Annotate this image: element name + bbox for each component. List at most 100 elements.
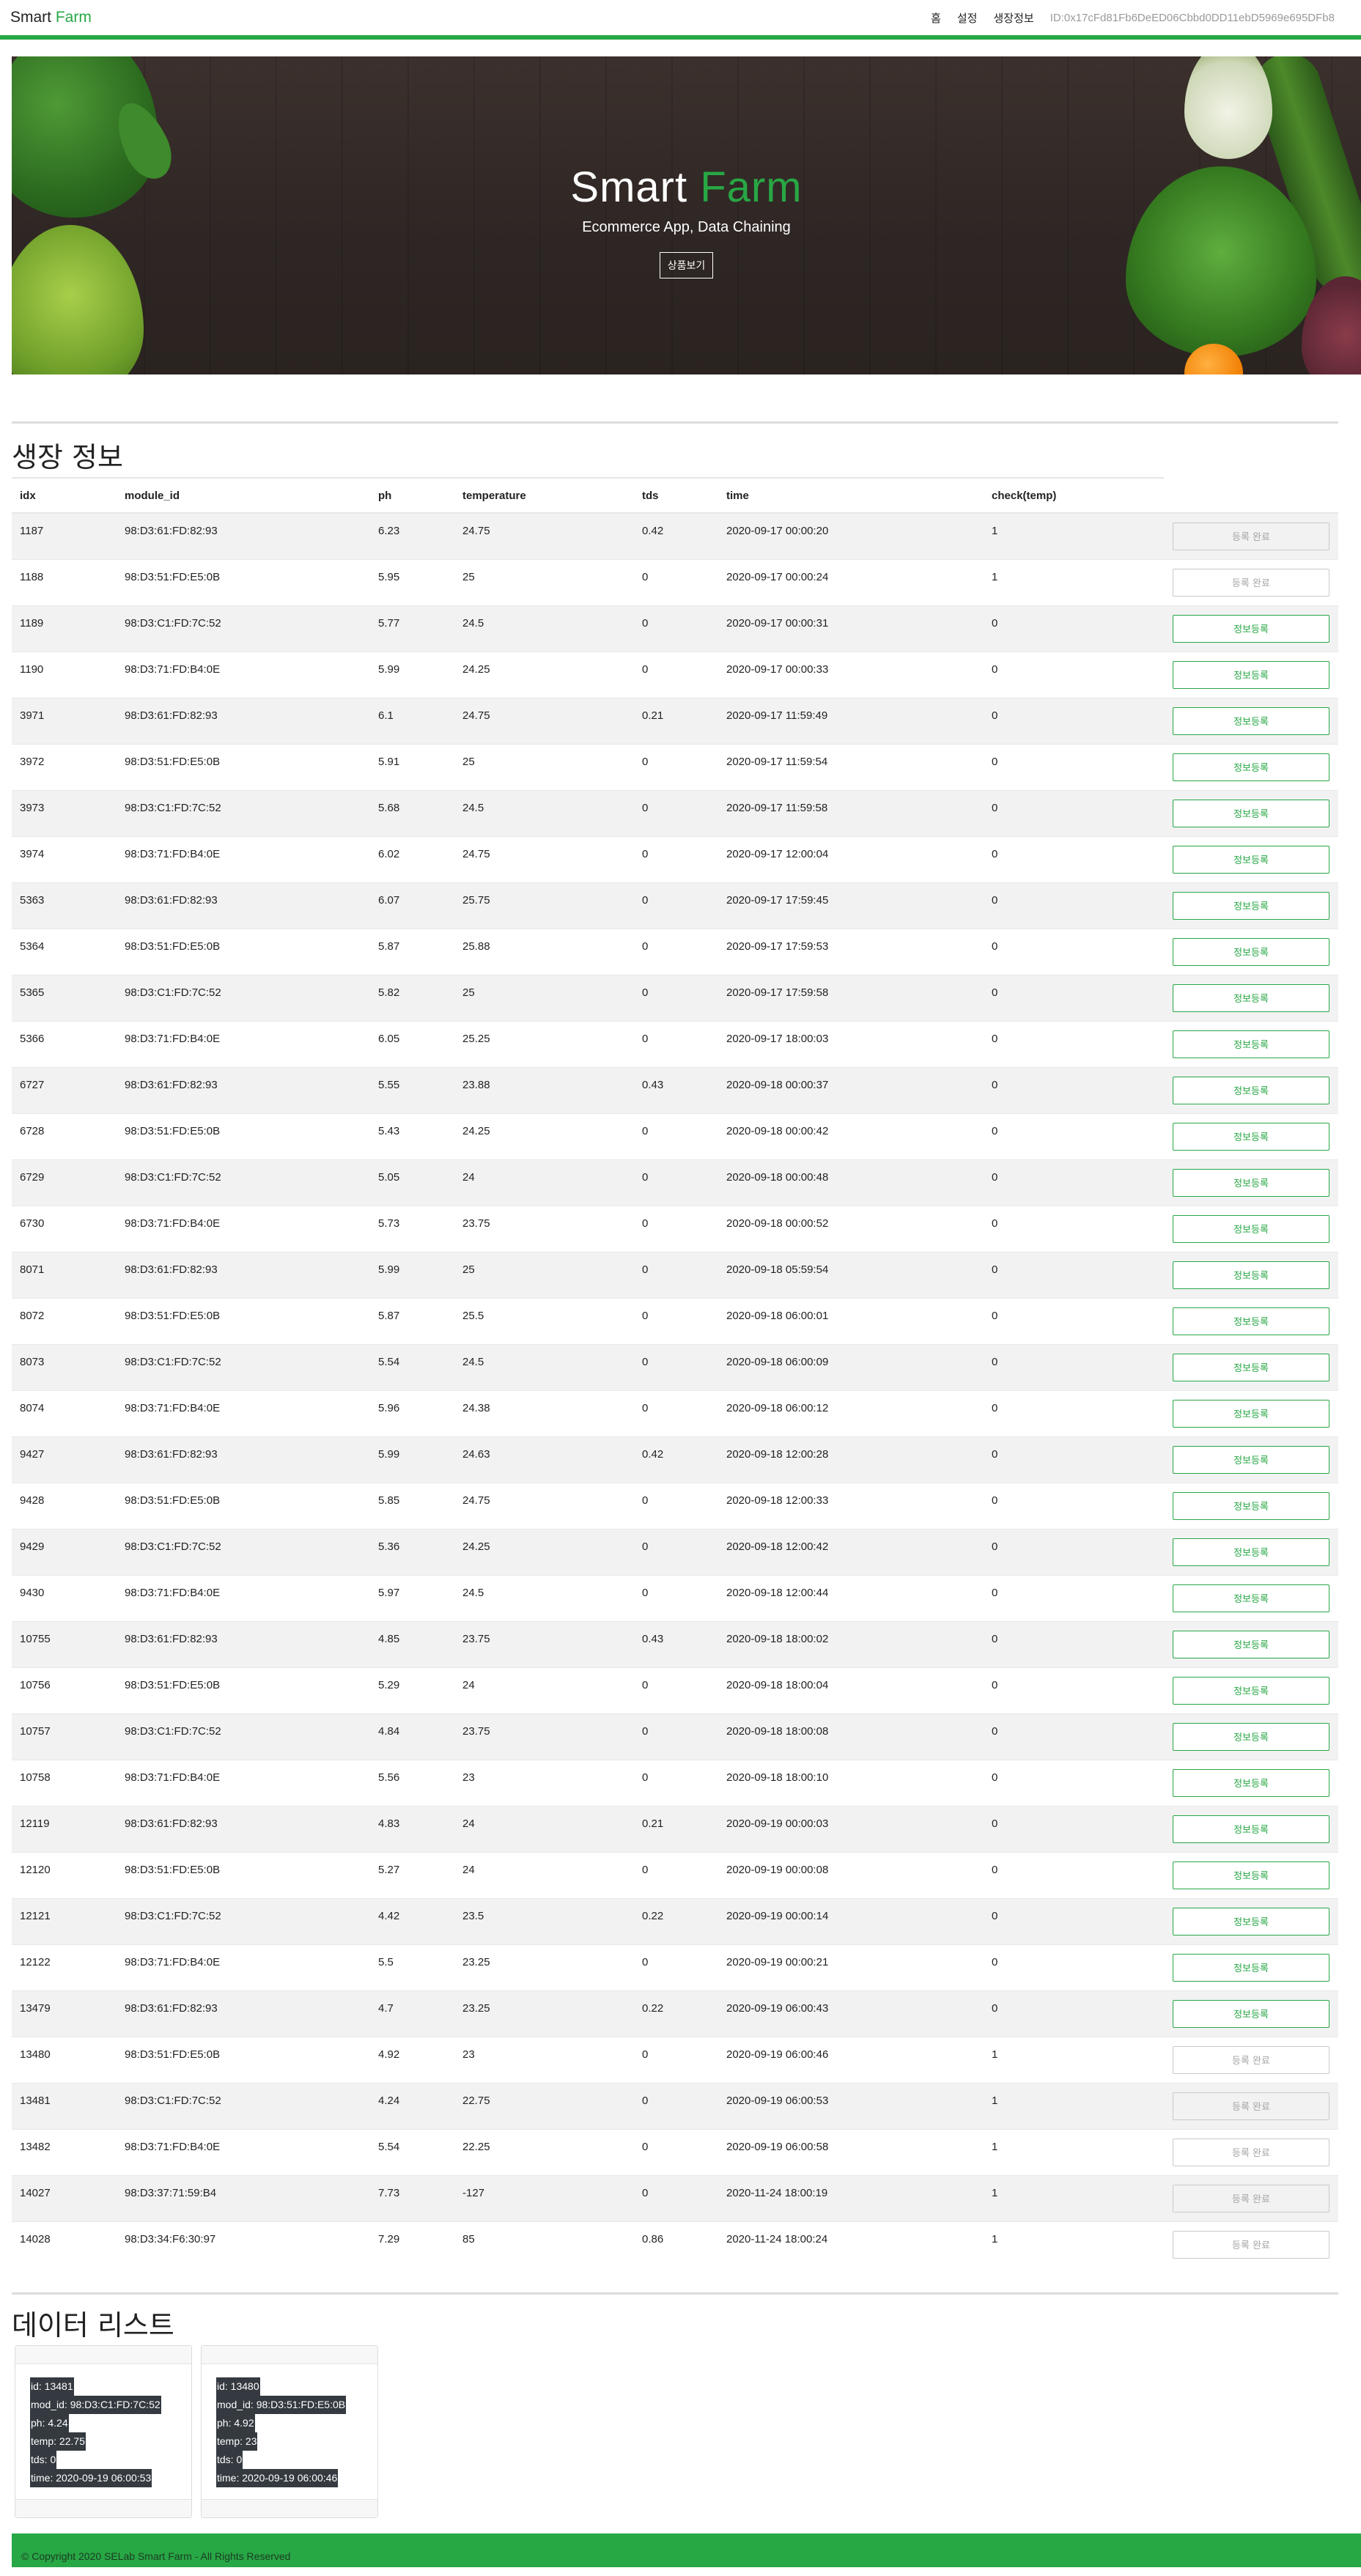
cell-ph: 5.56: [370, 1759, 454, 1806]
cell-time: 2020-09-18 00:00:37: [718, 1066, 984, 1113]
table-row: 9427 98:D3:61:FD:82:93 5.99 24.63 0.42 2020-0…: [12, 1436, 1338, 1483]
table-row: 8071 98:D3:61:FD:82:93 5.99 25 0 2020-09-18 0…: [12, 1251, 1338, 1298]
cell-tds: 0: [634, 882, 718, 929]
cell-temperature: 23.75: [454, 1713, 634, 1760]
cell-temperature: 25: [454, 743, 634, 790]
cell-ph: 5.95: [370, 558, 454, 605]
table-row: 6729 98:D3:C1:FD:7C:52 5.05 24 0 2020-09-18 0…: [12, 1159, 1338, 1206]
view-products-button[interactable]: 상품보기: [659, 252, 714, 278]
brand-link[interactable]: Smart Farm: [10, 9, 92, 26]
cell-action: 정보등록: [1164, 1713, 1338, 1760]
copyright-text: © Copyright 2020 SELab Smart Farm - All …: [21, 2550, 291, 2562]
cell-tds: 0: [634, 2174, 718, 2221]
cell-module-id: 98:D3:34:F6:30:97: [117, 2221, 370, 2267]
register-info-button[interactable]: 정보등록: [1173, 1953, 1329, 1982]
cell-check-temp: 0: [984, 1528, 1164, 1575]
cell-module-id: 98:D3:51:FD:E5:0B: [117, 1112, 370, 1159]
cell-check-temp: 0: [984, 974, 1164, 1021]
cell-check-temp: 0: [984, 1205, 1164, 1252]
registration-done-button[interactable]: 등록 완료: [1173, 522, 1329, 550]
cell-idx: 1187: [12, 512, 117, 559]
cell-tds: 0: [634, 2128, 718, 2175]
cell-idx: 12119: [12, 1805, 117, 1852]
cell-time: 2020-11-24 18:00:24: [718, 2221, 984, 2267]
register-info-button[interactable]: 정보등록: [1173, 1261, 1329, 1289]
register-info-button[interactable]: 정보등록: [1173, 1676, 1329, 1705]
registration-done-button[interactable]: 등록 완료: [1173, 2184, 1329, 2213]
cell-action: 정보등록: [1164, 1436, 1338, 1483]
register-info-button[interactable]: 정보등록: [1173, 1030, 1329, 1058]
register-info-button[interactable]: 정보등록: [1173, 1768, 1329, 1797]
register-info-button[interactable]: 정보등록: [1173, 845, 1329, 874]
table-row: 12122 98:D3:71:FD:B4:0E 5.5 23.25 0 2020-09-1…: [12, 1944, 1338, 1990]
register-info-button[interactable]: 정보등록: [1173, 891, 1329, 920]
registration-done-button[interactable]: 등록 완료: [1173, 2092, 1329, 2120]
register-info-button[interactable]: 정보등록: [1173, 1122, 1329, 1151]
cell-check-temp: 0: [984, 1574, 1164, 1621]
register-info-button[interactable]: 정보등록: [1173, 1861, 1329, 1889]
cell-ph: 4.7: [370, 1990, 454, 2037]
register-info-button[interactable]: 정보등록: [1173, 1630, 1329, 1658]
register-info-button[interactable]: 정보등록: [1173, 937, 1329, 966]
registration-done-button[interactable]: 등록 완료: [1173, 2045, 1329, 2074]
card-data-line: temp: 23: [216, 2432, 258, 2451]
register-info-button[interactable]: 정보등록: [1173, 660, 1329, 689]
table-row: 12120 98:D3:51:FD:E5:0B 5.27 24 0 2020-09-19 …: [12, 1851, 1338, 1898]
cell-idx: 6729: [12, 1159, 117, 1206]
register-info-button[interactable]: 정보등록: [1173, 1076, 1329, 1104]
register-info-button[interactable]: 정보등록: [1173, 799, 1329, 827]
register-info-button[interactable]: 정보등록: [1173, 1491, 1329, 1520]
cell-module-id: 98:D3:71:FD:B4:0E: [117, 1759, 370, 1806]
card-footer: [202, 2499, 377, 2517]
cell-ph: 4.92: [370, 2036, 454, 2083]
register-info-button[interactable]: 정보등록: [1173, 1168, 1329, 1197]
registration-done-button[interactable]: 등록 완료: [1173, 568, 1329, 597]
cell-idx: 14028: [12, 2221, 117, 2267]
cell-idx: 5365: [12, 974, 117, 1021]
table-row: 3971 98:D3:61:FD:82:93 6.1 24.75 0.21 2020-09…: [12, 697, 1338, 744]
register-info-button[interactable]: 정보등록: [1173, 1353, 1329, 1381]
register-info-button[interactable]: 정보등록: [1173, 1307, 1329, 1335]
register-info-button[interactable]: 정보등록: [1173, 614, 1329, 643]
table-row: 6728 98:D3:51:FD:E5:0B 5.43 24.25 0 2020-09-1…: [12, 1112, 1338, 1159]
register-info-button[interactable]: 정보등록: [1173, 706, 1329, 735]
cell-check-temp: 0: [984, 651, 1164, 698]
cell-action: 정보등록: [1164, 697, 1338, 744]
registration-done-button[interactable]: 등록 완료: [1173, 2138, 1329, 2166]
register-info-button[interactable]: 정보등록: [1173, 983, 1329, 1012]
cell-idx: 9430: [12, 1574, 117, 1621]
cell-time: 2020-09-17 00:00:24: [718, 558, 984, 605]
register-info-button[interactable]: 정보등록: [1173, 1584, 1329, 1612]
cell-time: 2020-09-18 06:00:09: [718, 1343, 984, 1390]
cell-ph: 5.85: [370, 1482, 454, 1529]
register-info-button[interactable]: 정보등록: [1173, 1399, 1329, 1428]
register-info-button[interactable]: 정보등록: [1173, 1445, 1329, 1474]
register-info-button[interactable]: 정보등록: [1173, 1214, 1329, 1243]
cell-time: 2020-09-19 00:00:21: [718, 1944, 984, 1990]
register-info-button[interactable]: 정보등록: [1173, 1722, 1329, 1751]
register-info-button[interactable]: 정보등록: [1173, 1815, 1329, 1843]
cell-ph: 5.54: [370, 1343, 454, 1390]
register-info-button[interactable]: 정보등록: [1173, 1907, 1329, 1935]
column-header-ph: ph: [370, 477, 454, 514]
cell-time: 2020-09-18 18:00:04: [718, 1667, 984, 1713]
nav-link-home[interactable]: 홈: [931, 12, 941, 25]
nav-link-growth-info[interactable]: 생장정보: [993, 12, 1034, 25]
cell-idx: 10755: [12, 1620, 117, 1667]
registration-done-button[interactable]: 등록 완료: [1173, 2230, 1329, 2259]
cell-temperature: 24.75: [454, 1482, 634, 1529]
nav-link-settings[interactable]: 설정: [956, 12, 978, 25]
register-info-button[interactable]: 정보등록: [1173, 1999, 1329, 2028]
cell-module-id: 98:D3:51:FD:E5:0B: [117, 743, 370, 790]
table-row: 12121 98:D3:C1:FD:7C:52 4.42 23.5 0.22 2020-0…: [12, 1897, 1338, 1944]
cell-ph: 6.02: [370, 835, 454, 882]
data-list-title: 데이터 리스트: [12, 2309, 174, 2341]
register-info-button[interactable]: 정보등록: [1173, 1538, 1329, 1566]
cell-tds: 0: [634, 1667, 718, 1713]
cell-ph: 4.84: [370, 1713, 454, 1760]
cell-temperature: 24.75: [454, 512, 634, 559]
cell-tds: 0: [634, 605, 718, 652]
register-info-button[interactable]: 정보등록: [1173, 753, 1329, 781]
column-header-idx: idx: [12, 477, 117, 514]
cell-temperature: 24.38: [454, 1390, 634, 1436]
